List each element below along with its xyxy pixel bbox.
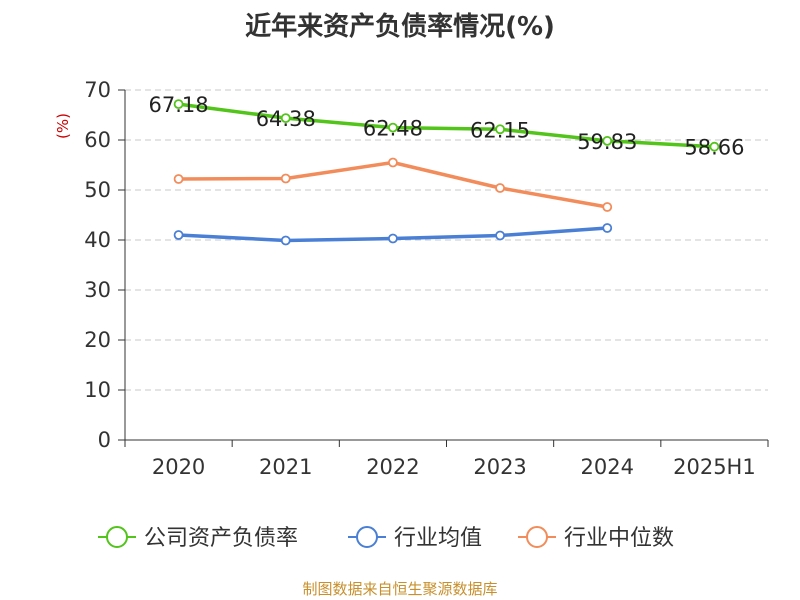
data-point[interactable] [495, 183, 505, 193]
data-label: 67.18 [149, 93, 209, 117]
y-tick-label: 60 [84, 128, 111, 152]
legend-label: 行业均值 [394, 526, 482, 551]
y-axis-unit-label: (%) [54, 113, 72, 139]
data-point[interactable] [495, 230, 505, 241]
data-label: 58.66 [684, 136, 744, 160]
axes: 0 10 20 30 40 50 60 70 2020 2021 2022 2023 2024 2025H… [84, 78, 769, 479]
x-tick-label: 2022 [366, 455, 419, 479]
series [173, 99, 720, 246]
y-tick-label: 20 [84, 328, 111, 352]
legend-marker [356, 526, 378, 548]
data-point[interactable] [602, 135, 613, 146]
series-line [176, 160, 609, 209]
y-tick-label: 40 [84, 228, 111, 252]
legend-item[interactable]: 行业均值 [348, 526, 482, 551]
data-label: 64.38 [256, 107, 316, 131]
data-labels: 67.18 64.38 62.48 62.15 59.83 58.66 [149, 93, 745, 160]
y-tick-label: 30 [84, 278, 111, 302]
data-point[interactable] [173, 174, 184, 184]
chart-title: 近年来资产负债率情况(%) [245, 12, 555, 42]
data-point[interactable] [495, 124, 505, 135]
data-point[interactable] [709, 141, 720, 152]
data-point[interactable] [173, 230, 184, 240]
legend-marker [106, 526, 128, 548]
legend-marker [526, 526, 548, 548]
legend-label: 行业中位数 [564, 526, 674, 551]
series-line [176, 102, 717, 149]
x-tick-label: 2024 [581, 455, 634, 479]
legend-item[interactable]: 行业中位数 [518, 526, 674, 551]
data-point[interactable] [388, 233, 398, 244]
data-point[interactable] [602, 202, 613, 212]
legend[interactable]: 公司资产负债率 行业均值 行业中位数 [98, 526, 674, 551]
data-point[interactable] [173, 99, 184, 109]
data-point[interactable] [602, 223, 613, 233]
y-tick-label: 70 [84, 78, 111, 102]
legend-label: 公司资产负债率 [144, 526, 298, 551]
x-tick-label: 2023 [473, 455, 526, 479]
y-tick-label: 10 [84, 378, 111, 402]
data-label: 62.15 [470, 118, 530, 142]
data-point[interactable] [280, 235, 291, 246]
y-tick-label: 0 [98, 428, 111, 452]
source-note: 制图数据来自恒生聚源数据库 [302, 580, 498, 598]
data-point[interactable] [388, 122, 398, 133]
data-label: 62.48 [363, 117, 423, 141]
x-tick-label: 2025H1 [673, 455, 756, 479]
data-point[interactable] [388, 157, 398, 168]
x-tick-label: 2020 [152, 455, 205, 479]
legend-item[interactable]: 公司资产负债率 [98, 526, 298, 551]
data-label: 59.83 [577, 130, 637, 154]
grid-lines [125, 89, 768, 391]
data-point[interactable] [280, 113, 291, 123]
y-tick-label: 50 [84, 178, 111, 202]
x-tick-label: 2021 [259, 455, 312, 479]
data-point[interactable] [280, 173, 291, 184]
